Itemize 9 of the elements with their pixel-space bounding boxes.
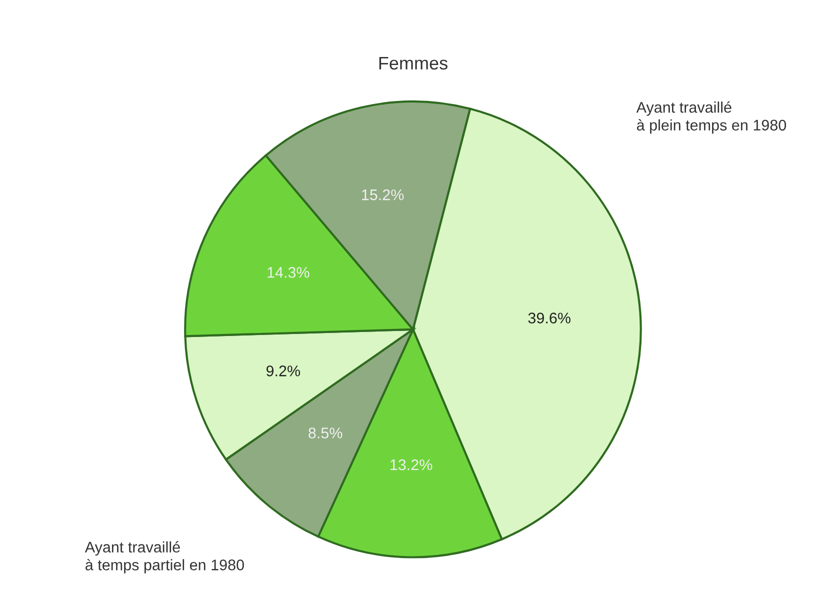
data-label: 9.2% [266,366,300,376]
data-label: 15.2% [362,189,404,200]
text: Ayant travaillé à temps partiel en 1980 [84,541,244,574]
data-label: 13.2% [390,459,432,470]
data-label: 39.6% [528,312,570,324]
data-label: 8.5% [308,428,342,438]
data-label: 14.3% [268,266,310,278]
chart-title: Femmes [379,57,448,70]
text: Ayant travaillé à plein temps en 1980 [636,101,786,134]
